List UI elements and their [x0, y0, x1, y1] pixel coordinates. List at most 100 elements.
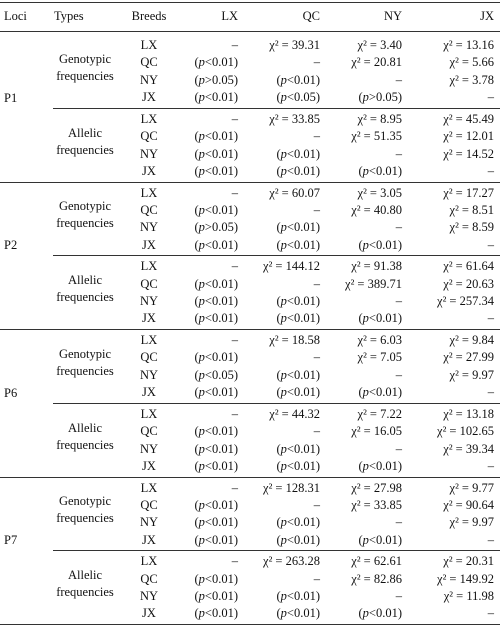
cell: – [395, 441, 402, 456]
cell: (p<0.01) [358, 237, 402, 252]
cell: χ² = 102.65 [437, 424, 494, 439]
cell: (p<0.01) [276, 311, 320, 326]
header-cell: LX [221, 9, 238, 23]
cell: – [231, 333, 238, 347]
cell: (p<0.05) [194, 367, 238, 382]
breed-label: LX [140, 38, 158, 52]
cell: χ² = 13.18 [443, 406, 494, 421]
breed-label: LX [140, 111, 158, 126]
cell: χ² = 9.84 [449, 333, 494, 347]
cell: χ² = 44.32 [269, 406, 320, 421]
cell: (p<0.01) [194, 90, 238, 105]
breed-label: QC [140, 276, 158, 291]
cell: (p<0.01) [358, 458, 402, 473]
type-label: Genotypic frequencies [56, 494, 114, 526]
cell: (p<0.01) [194, 202, 238, 217]
header-cell: Types [54, 9, 84, 23]
type-label: Allelic frequencies [56, 125, 114, 157]
cell: χ² = 8.95 [357, 111, 402, 126]
type-label: Allelic frequencies [56, 568, 114, 600]
breed-label: NY [139, 72, 159, 87]
cell: χ² = 60.07 [269, 185, 320, 200]
cell: χ² = 7.22 [357, 406, 402, 421]
cell: – [313, 129, 320, 144]
cell: (p>0.05) [358, 90, 402, 105]
cell: (p<0.01) [194, 532, 238, 547]
cell: χ² = 14.52 [443, 146, 494, 161]
type-label: Genotypic frequencies [56, 346, 114, 378]
breed-label: LX [140, 333, 158, 347]
cell: (p<0.01) [194, 385, 238, 400]
cell: (p<0.01) [194, 350, 238, 365]
cell: χ² = 17.27 [443, 185, 494, 200]
cell: (p<0.01) [276, 532, 320, 547]
breed-label: NY [139, 220, 159, 235]
cell: (p<0.01) [194, 294, 238, 309]
cell: (p<0.01) [276, 515, 320, 530]
cell: (p>0.05) [194, 220, 238, 235]
cell: (p<0.01) [358, 385, 402, 400]
cell: (p<0.01) [358, 606, 402, 621]
cell: – [313, 571, 320, 586]
rule [53, 255, 500, 257]
cell: (p<0.01) [194, 276, 238, 291]
cell: (p<0.01) [276, 146, 320, 161]
breed-label: NY [139, 589, 159, 604]
cell: – [487, 606, 494, 621]
cell: (p<0.01) [194, 441, 238, 456]
breed-label: QC [140, 55, 158, 70]
cell: χ² = 45.49 [443, 111, 494, 126]
rule [0, 476, 500, 478]
cell: χ² = 20.81 [351, 55, 402, 70]
cell: (p<0.01) [276, 385, 320, 400]
cell: – [231, 111, 238, 126]
rule [0, 181, 500, 183]
cell: χ² = 5.66 [449, 55, 494, 70]
cell: χ² = 9.97 [449, 515, 494, 530]
locus-label: P6 [4, 385, 18, 400]
cell: χ² = 62.61 [351, 554, 402, 569]
cell: (p<0.01) [194, 571, 238, 586]
breed-label: QC [140, 497, 158, 512]
cell: χ² = 12.01 [443, 129, 494, 144]
rule [53, 107, 500, 109]
cell: (p<0.01) [194, 311, 238, 326]
cell: χ² = 144.12 [263, 259, 320, 274]
cell: – [487, 385, 494, 400]
header-cell: Loci [4, 9, 27, 23]
breed-label: JX [142, 458, 156, 473]
cell: (p<0.01) [276, 589, 320, 604]
cell: – [487, 237, 494, 252]
cell: (p<0.01) [358, 532, 402, 547]
cell: (p<0.01) [358, 311, 402, 326]
cell: χ² = 51.35 [351, 129, 402, 144]
breed-label: QC [140, 424, 158, 439]
locus-label: P7 [4, 533, 18, 548]
header-cell: Breeds [131, 9, 167, 23]
breed-label: NY [139, 146, 159, 161]
cell: χ² = 263.28 [263, 554, 320, 569]
cell: χ² = 9.77 [449, 480, 494, 495]
cell: – [395, 515, 402, 530]
cell: – [487, 458, 494, 473]
cell: (p<0.01) [276, 458, 320, 473]
breed-label: JX [142, 385, 156, 400]
cell: χ² = 16.05 [351, 424, 402, 439]
cell: χ² = 91.38 [351, 259, 402, 274]
breed-label: QC [140, 202, 158, 217]
cell: (p<0.01) [194, 606, 238, 621]
cell: χ² = 9.97 [449, 367, 494, 382]
breed-label: JX [142, 532, 156, 547]
cell: χ² = 33.85 [351, 497, 402, 512]
cell: – [395, 146, 402, 161]
breed-label: JX [142, 237, 156, 252]
cell: (p>0.05) [194, 72, 238, 87]
breed-label: LX [140, 185, 158, 200]
locus-label: P2 [4, 238, 18, 253]
cell: – [231, 185, 238, 200]
breed-label: NY [139, 441, 159, 456]
cell: χ² = 7.05 [357, 350, 402, 365]
cell: χ² = 18.58 [269, 333, 320, 347]
cell: χ² = 8.59 [449, 220, 494, 235]
breed-label: JX [142, 311, 156, 326]
